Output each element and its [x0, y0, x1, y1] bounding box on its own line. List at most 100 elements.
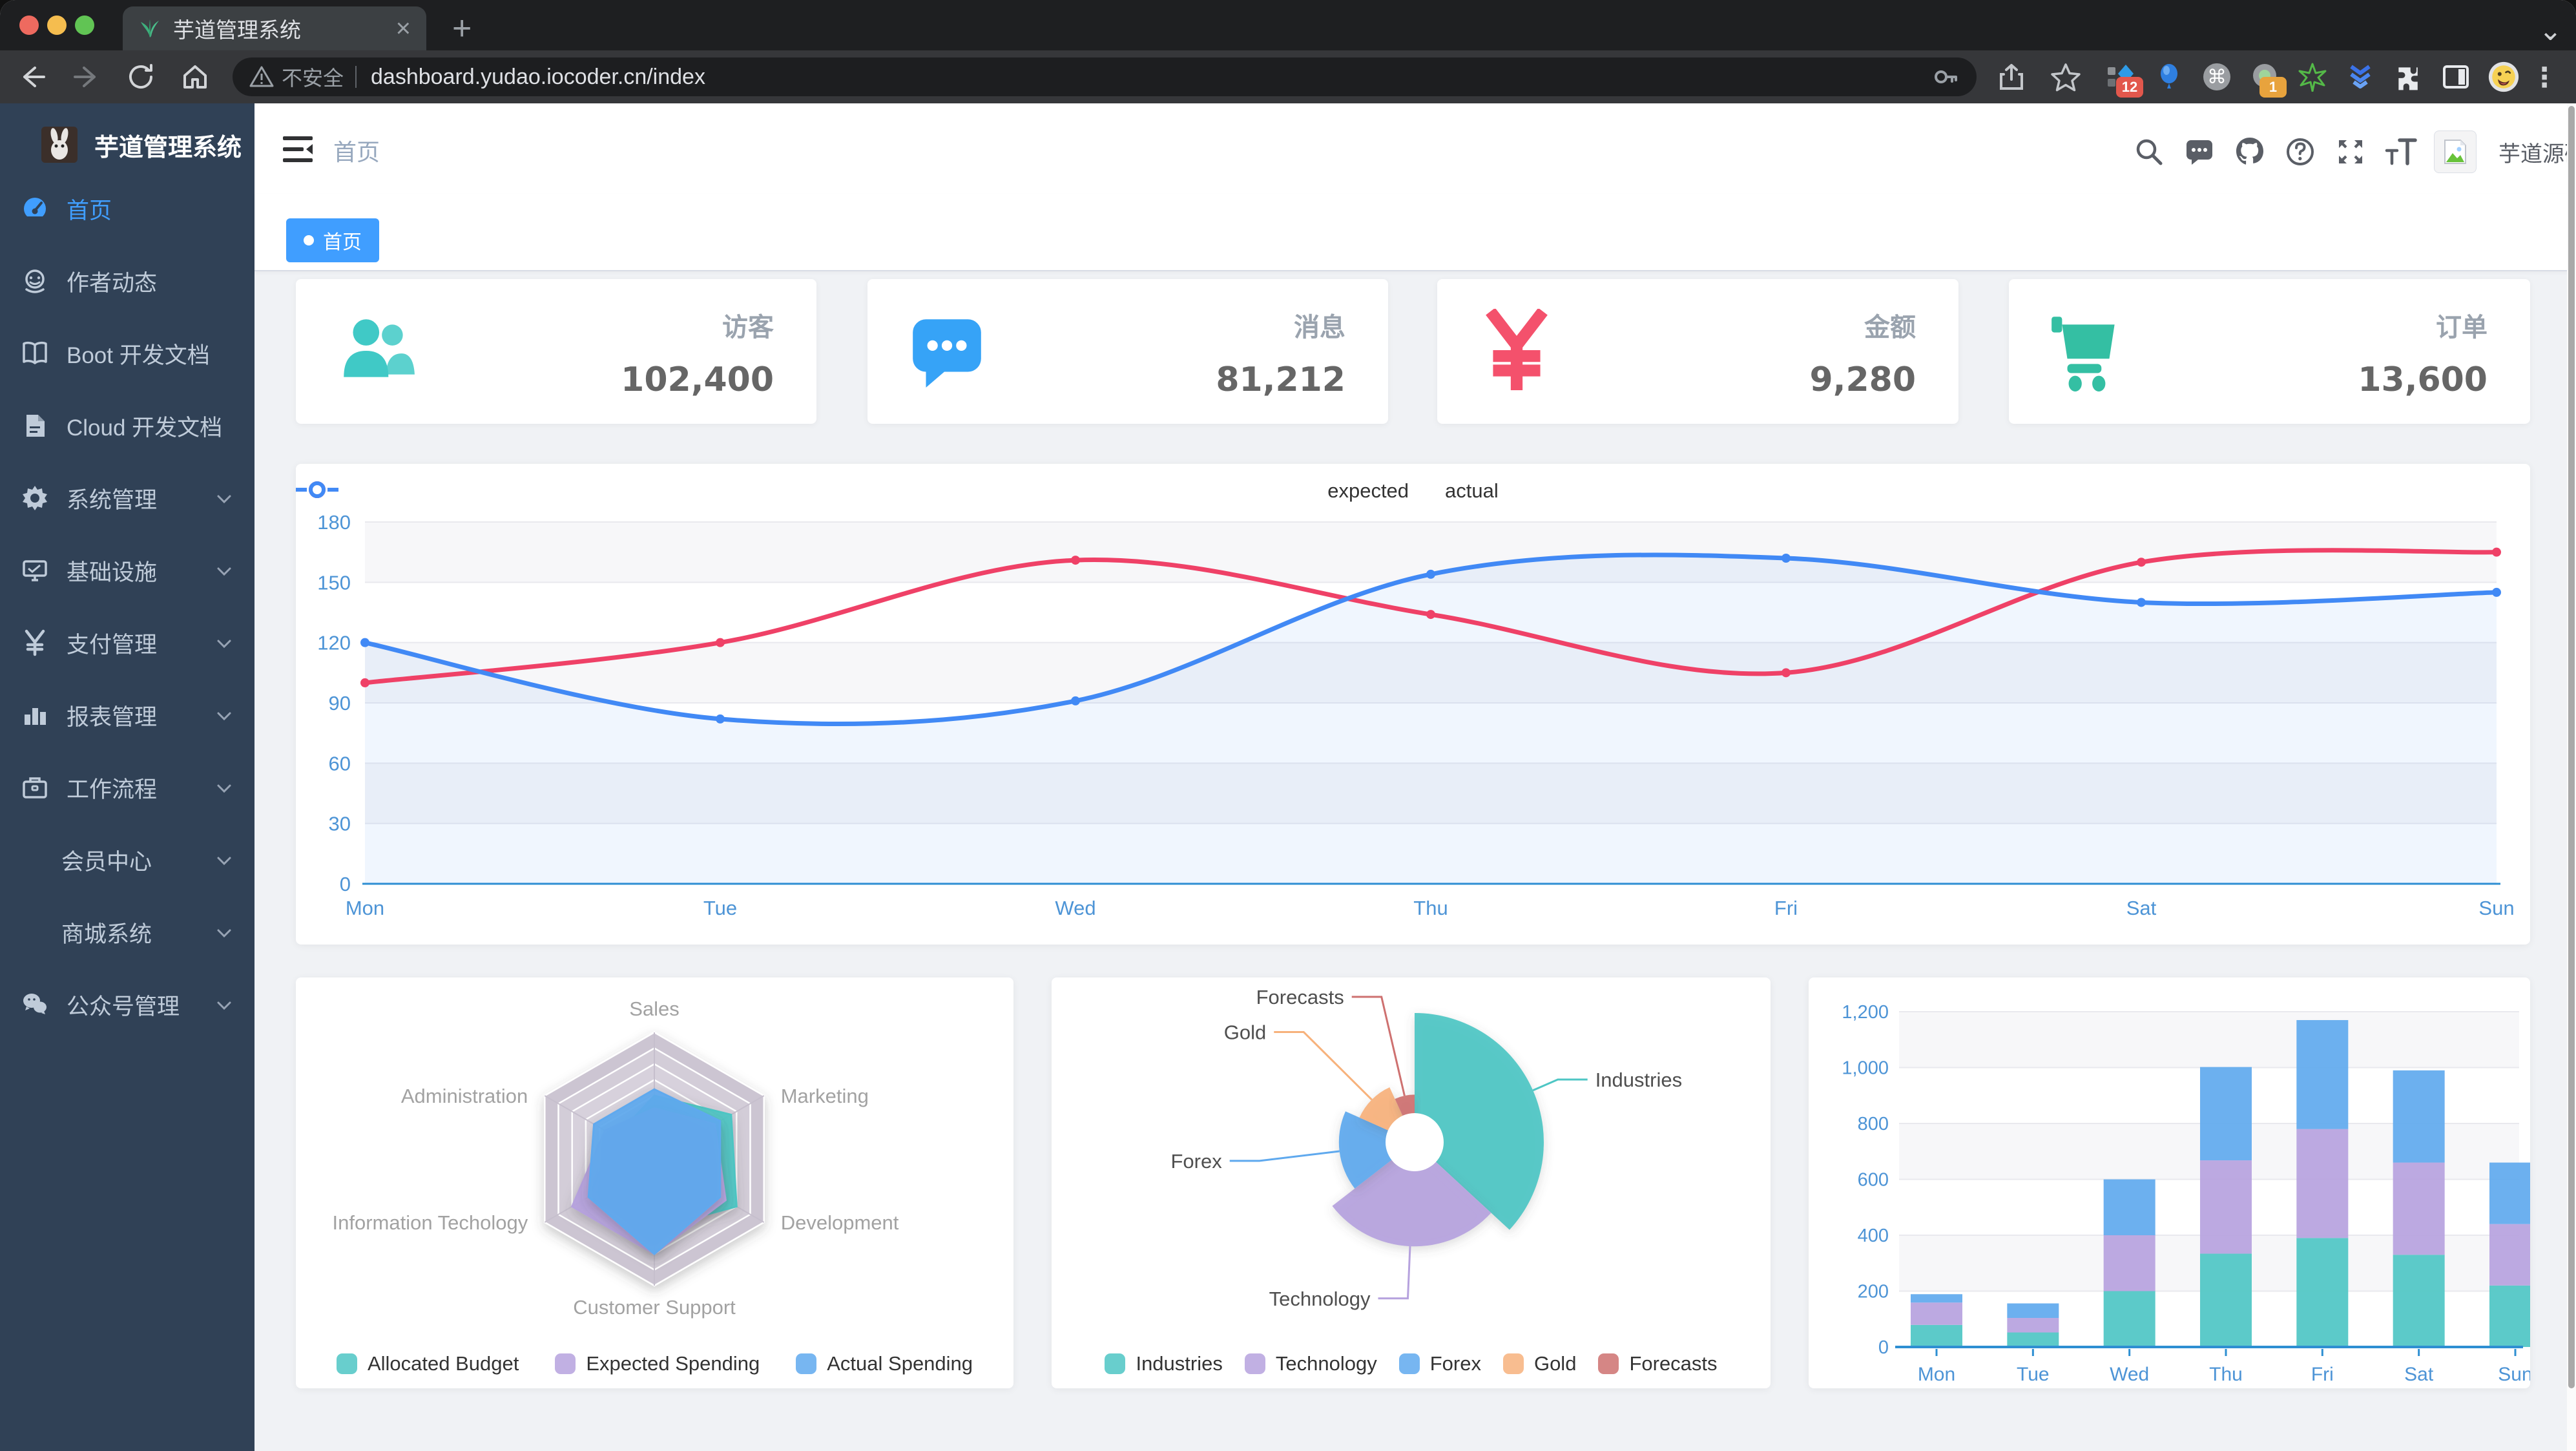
font-size-icon[interactable] — [2384, 134, 2418, 169]
legend-item[interactable]: Forex — [1398, 1352, 1481, 1375]
sidebar-menu: 首页 作者动态 Boot 开发文档 Cloud 开发文档 系统管理 基础 — [0, 172, 254, 1041]
password-key-icon[interactable] — [1931, 63, 1960, 91]
home-button[interactable] — [177, 59, 213, 95]
command-extension-icon[interactable]: ⌘ — [2201, 61, 2232, 92]
fullscreen-icon[interactable] — [2333, 134, 2368, 169]
command-glyph: ⌘ — [2207, 66, 2227, 88]
legend-item[interactable]: Allocated Budget — [336, 1352, 519, 1375]
sidebar-item-infrastructure[interactable]: 基础设施 — [0, 534, 254, 607]
tab-search-chevron-icon[interactable]: ⌄ — [2539, 15, 2562, 47]
sidebar-item-home[interactable]: 首页 — [0, 172, 254, 245]
svg-text:Gold: Gold — [1224, 1021, 1266, 1044]
browser-tab[interactable]: 芋道管理系统 × — [123, 6, 426, 50]
sidebar-item-boot-docs[interactable]: Boot 开发文档 — [0, 317, 254, 390]
tab-close-icon[interactable]: × — [395, 14, 411, 43]
stat-card-messages[interactable]: 消息 81,212 — [867, 279, 1388, 424]
legend-item[interactable]: Actual Spending — [796, 1352, 973, 1375]
github-icon[interactable] — [2232, 134, 2267, 169]
svg-text:Tue: Tue — [2017, 1364, 2050, 1385]
window-zoom-button[interactable] — [75, 16, 94, 35]
sidebar-item-system[interactable]: 系统管理 — [0, 462, 254, 534]
svg-text:Industries: Industries — [1595, 1069, 1682, 1091]
balloon-extension-icon[interactable] — [2154, 61, 2185, 92]
svg-text:Tue: Tue — [703, 897, 737, 919]
message-icon — [913, 319, 981, 388]
svg-text:200: 200 — [1858, 1282, 1889, 1302]
svg-text:Sun: Sun — [2498, 1364, 2530, 1385]
sidebar-logo[interactable]: 芋道管理系统 — [0, 112, 254, 177]
address-bar[interactable]: 不安全 dashboard.yudao.iocoder.cn/index — [233, 57, 1977, 96]
wechat-icon — [23, 994, 47, 1014]
logo-avatar — [41, 127, 78, 163]
star-extension-icon[interactable] — [2297, 61, 2328, 92]
search-icon[interactable] — [2132, 134, 2166, 169]
chevron-down-icon — [217, 640, 231, 649]
reload-button[interactable] — [123, 59, 159, 95]
sidebar-item-cloud-docs[interactable]: Cloud 开发文档 — [0, 390, 254, 462]
sidebar: 芋道管理系统 首页 作者动态 Boot 开发文档 Cloud 开发文档 系统管理 — [0, 103, 254, 1451]
svg-text:800: 800 — [1858, 1114, 1889, 1134]
window-close-button[interactable] — [19, 16, 39, 35]
profile-avatar[interactable] — [2488, 61, 2519, 92]
stat-card-amount[interactable]: 金额 9,280 — [1437, 279, 1958, 424]
app-title: 芋道管理系统 — [94, 134, 242, 162]
monitor-icon — [23, 560, 47, 581]
sidebar-item-official-account[interactable]: 公众号管理 — [0, 968, 254, 1041]
breadcrumb[interactable]: 首页 — [333, 139, 380, 165]
user-avatar[interactable] — [2434, 130, 2477, 173]
legend-item[interactable]: Industries — [1105, 1352, 1223, 1375]
money-icon — [1486, 309, 1548, 390]
sidebar-item-payment[interactable]: 支付管理 — [0, 607, 254, 679]
side-panel-icon[interactable] — [2440, 61, 2471, 92]
tag-home[interactable]: 首页 — [286, 218, 379, 262]
browser-tab-strip: 芋道管理系统 × + ⌄ — [0, 0, 2576, 50]
line-chart-legend: expected actual — [296, 479, 2530, 503]
chevrons-extension-icon[interactable] — [2345, 61, 2376, 92]
legend-item[interactable]: Gold — [1502, 1352, 1576, 1375]
hamburger-icon[interactable] — [282, 134, 314, 164]
svg-text:Thu: Thu — [1413, 897, 1448, 919]
username[interactable]: 芋道源码 — [2498, 141, 2576, 167]
downloads-badge: 12 — [2116, 77, 2143, 98]
extensions-puzzle-icon[interactable] — [2393, 61, 2424, 92]
legend-item[interactable]: actual — [296, 479, 1499, 503]
document-icon — [26, 415, 45, 437]
forward-button[interactable] — [68, 59, 105, 95]
browser-menu-icon[interactable]: ⋮ — [2531, 61, 2558, 92]
sidebar-item-workflow[interactable]: 工作流程 — [0, 751, 254, 824]
stat-card-orders[interactable]: 订单 13,600 — [2009, 279, 2530, 424]
card-value: 81,212 — [1216, 360, 1345, 399]
security-label: 不安全 — [282, 67, 344, 90]
legend-item[interactable]: Technology — [1244, 1352, 1377, 1375]
help-icon[interactable] — [2283, 134, 2318, 169]
sidebar-item-mall-system[interactable]: 商城系统 — [0, 896, 254, 968]
svg-text:1,000: 1,000 — [1842, 1058, 1889, 1079]
share-icon[interactable] — [1993, 59, 2030, 95]
sidebar-item-reports[interactable]: 报表管理 — [0, 679, 254, 751]
chevron-down-icon — [217, 929, 231, 938]
svg-text:Sat: Sat — [2404, 1364, 2434, 1385]
sidebar-item-member-center[interactable]: 会员中心 — [0, 824, 254, 896]
legend-item[interactable]: expected — [296, 479, 1409, 503]
window-minimize-button[interactable] — [47, 16, 67, 35]
message-icon[interactable] — [2182, 134, 2217, 169]
new-tab-button[interactable]: + — [452, 10, 472, 47]
peoples-icon — [344, 319, 415, 377]
legend-item[interactable]: Expected Spending — [555, 1352, 760, 1375]
bar-chart-svg: 0 200 400 600 800 1,000 1,200 Mon Tue Wed Thu Fri Sa… — [1842, 1002, 2530, 1385]
line-chart-panel: 0 30 60 90 120 150 180 Mon Tue Wed Thu Fri Sat Sun ex… — [296, 464, 2530, 945]
sidebar-item-author[interactable]: 作者动态 — [0, 245, 254, 317]
scrollbar-thumb[interactable] — [2568, 106, 2575, 1388]
broken-image-icon — [2444, 140, 2466, 164]
back-button[interactable] — [14, 59, 50, 95]
legend-item[interactable]: Forecasts — [1598, 1352, 1718, 1375]
stat-card-visitors[interactable]: 访客 102,400 — [296, 279, 816, 424]
chevron-down-icon — [217, 857, 231, 866]
recorder-extension-icon[interactable]: 1 — [2249, 61, 2287, 98]
card-value: 9,280 — [1809, 360, 1916, 399]
bookmark-star-icon[interactable] — [2048, 59, 2084, 95]
svg-text:Sat: Sat — [2126, 897, 2157, 919]
downloads-extension-icon[interactable]: 12 — [2106, 61, 2143, 98]
yen-icon — [25, 629, 45, 656]
extensions-row: 12 ⌘ 1 — [2106, 61, 2558, 98]
